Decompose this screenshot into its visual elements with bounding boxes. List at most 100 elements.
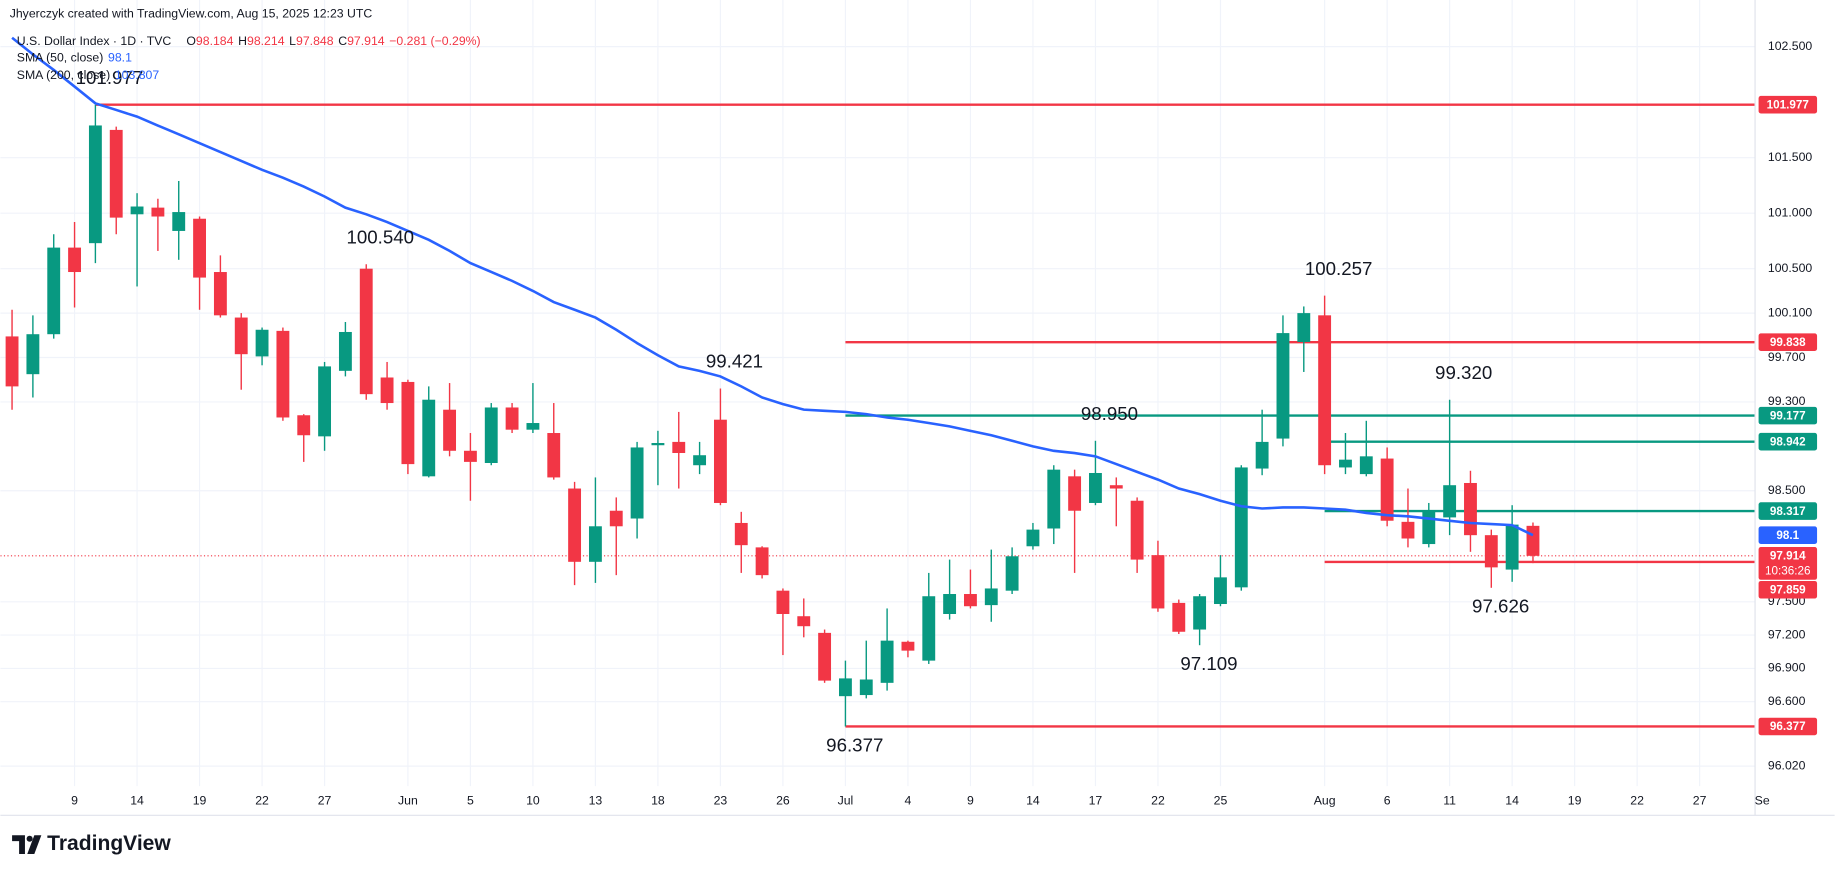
logo-mark xyxy=(27,835,42,854)
candle-body xyxy=(484,407,498,463)
candle-body xyxy=(505,407,519,430)
candle-body xyxy=(1464,482,1477,536)
x-tick-label: 14 xyxy=(1026,794,1040,808)
price-label: 97.914 xyxy=(1770,549,1806,562)
y-tick-label: 99.300 xyxy=(1768,394,1806,408)
candle-body xyxy=(318,366,332,437)
x-tick-label: 18 xyxy=(651,794,665,808)
countdown: 10:36:26 xyxy=(1765,565,1811,578)
x-tick-label: Aug xyxy=(1314,794,1336,808)
ohlc-value: 98.214 xyxy=(247,34,285,48)
candle-body xyxy=(193,218,206,278)
sma-line xyxy=(11,36,1534,537)
candle-body xyxy=(526,423,540,430)
candle-body xyxy=(672,441,686,454)
x-tick-label: 9 xyxy=(967,794,974,808)
candle-body xyxy=(1276,333,1290,439)
candle-body xyxy=(1130,500,1144,560)
candle-body xyxy=(1359,456,1373,475)
ohlc-key: O xyxy=(186,34,196,48)
x-tick-label: 6 xyxy=(1384,794,1391,808)
candle-body xyxy=(1151,555,1165,609)
price-label-box xyxy=(1758,547,1818,580)
candle-body xyxy=(1234,467,1248,588)
price-label-box xyxy=(1758,95,1818,114)
x-tick-label: 10 xyxy=(526,794,540,808)
y-tick-label: 96.900 xyxy=(1768,661,1806,675)
candle-body xyxy=(68,247,81,273)
candle-body xyxy=(234,317,248,355)
x-tick-label: 25 xyxy=(1214,794,1228,808)
logo-mark xyxy=(26,835,33,842)
price-label: 99.838 xyxy=(1770,336,1806,349)
x-tick-label: 4 xyxy=(905,794,912,808)
x-tick-label: 11 xyxy=(1443,794,1456,808)
price-label: 96.377 xyxy=(1770,720,1806,733)
candle-body xyxy=(1380,458,1394,521)
x-tick-label: 22 xyxy=(1151,794,1165,808)
y-tick-label: 100.100 xyxy=(1768,305,1813,319)
candle-body xyxy=(1255,441,1269,469)
candle-body xyxy=(5,336,19,387)
price-label: 97.859 xyxy=(1770,583,1806,596)
price-label-box xyxy=(1758,502,1818,520)
candle-body xyxy=(172,212,186,231)
legend: Jhyerczyk created with TradingView.com, … xyxy=(10,6,481,82)
y-tick-label: 96.600 xyxy=(1768,694,1806,708)
candle-body xyxy=(463,450,477,462)
y-tick-label: 100.500 xyxy=(1768,261,1813,275)
x-tick-label: Jul xyxy=(838,794,854,808)
candle-body xyxy=(901,641,915,651)
candle-body xyxy=(880,640,894,683)
candle-body xyxy=(984,588,998,606)
candle-body xyxy=(130,206,144,215)
candle-body xyxy=(338,331,352,371)
candle-body xyxy=(443,409,457,451)
sma-name: SMA (200, close) xyxy=(17,68,110,82)
candle-body xyxy=(1089,472,1102,503)
candle-body xyxy=(568,488,582,562)
ohlc-value: 97.848 xyxy=(296,34,334,48)
price-label: 99.177 xyxy=(1770,409,1806,422)
annotation: 100.540 xyxy=(346,226,414,247)
axes: 5914192227Jun51013182326Jul4914172225Aug… xyxy=(71,39,1818,808)
candle-body xyxy=(713,419,727,503)
candle-body xyxy=(1505,524,1519,570)
symbol-title: U.S. Dollar Index · 1D · TVC xyxy=(17,34,172,48)
annotation: 96.377 xyxy=(826,734,883,755)
candle-body xyxy=(1047,469,1061,529)
x-tick-label: 14 xyxy=(1505,794,1519,808)
sma-name: SMA (50, close) xyxy=(17,51,104,65)
price-label-box xyxy=(1758,333,1818,351)
credit: Jhyerczyk created with TradingView.com, … xyxy=(10,6,373,20)
price-label: 98.942 xyxy=(1770,435,1806,448)
x-tick-label: 27 xyxy=(1693,794,1707,808)
x-tick-label: 14 xyxy=(130,794,144,808)
ohlc-value: 97.914 xyxy=(347,34,385,48)
candle-body xyxy=(734,522,748,546)
candle-body xyxy=(213,272,227,316)
candle-body xyxy=(859,679,873,696)
candle-body xyxy=(109,129,123,218)
candle-body xyxy=(151,207,165,217)
candle-body xyxy=(1484,535,1498,568)
sma-legend: SMA (200, close) 103.807 xyxy=(17,68,160,82)
x-tick-label: 22 xyxy=(255,794,269,808)
x-tick-label: Se xyxy=(1755,794,1770,808)
x-tick-label: 19 xyxy=(1568,794,1582,808)
candle-body xyxy=(26,334,40,375)
candle-body xyxy=(797,616,811,627)
x-tick-label: 5 xyxy=(467,794,474,808)
change: −0.281 (−0.29%) xyxy=(389,34,480,48)
candle-body xyxy=(359,268,373,395)
x-tick-label: 9 xyxy=(71,794,78,808)
brand-name: TradingView xyxy=(47,832,171,855)
candle-body xyxy=(776,590,790,614)
candle-body xyxy=(839,678,852,697)
y-tick-label: 96.020 xyxy=(1768,758,1806,772)
y-tick-label: 97.200 xyxy=(1768,627,1806,641)
candle-body xyxy=(1422,510,1436,545)
candle-body xyxy=(693,455,707,466)
